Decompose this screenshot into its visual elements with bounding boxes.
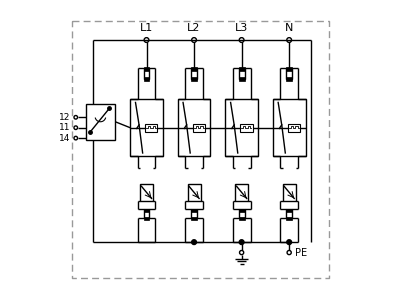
Bar (286, 77, 292, 81)
Text: PE: PE (294, 248, 307, 257)
Bar (239, 68, 244, 71)
Text: L1: L1 (140, 22, 153, 33)
Bar (235, 184, 248, 200)
Bar (130, 100, 163, 156)
Text: N: N (285, 22, 293, 33)
Bar (192, 124, 205, 132)
Bar (144, 77, 150, 81)
Bar (286, 218, 292, 220)
Bar (191, 209, 197, 212)
Bar (191, 68, 197, 79)
Bar (86, 104, 115, 140)
Bar (144, 218, 150, 220)
Bar (178, 100, 210, 156)
Text: 14: 14 (59, 134, 70, 142)
Bar (286, 209, 292, 212)
Bar (286, 68, 292, 71)
Bar (239, 218, 244, 220)
Bar (191, 68, 197, 71)
Bar (191, 218, 197, 220)
Bar (239, 209, 244, 218)
Text: 11: 11 (59, 123, 70, 132)
Bar (239, 209, 244, 212)
Bar (191, 209, 197, 218)
Bar (283, 184, 296, 200)
Bar (286, 209, 292, 218)
Bar (145, 124, 158, 132)
Bar (140, 184, 153, 200)
Bar (225, 100, 258, 156)
Text: L3: L3 (235, 22, 248, 33)
Text: 12: 12 (59, 113, 70, 122)
Circle shape (192, 240, 196, 244)
Circle shape (239, 240, 244, 244)
Bar (240, 124, 253, 132)
Bar (273, 100, 306, 156)
Bar (191, 77, 197, 81)
Bar (144, 68, 150, 71)
Bar (188, 184, 200, 200)
Bar (144, 68, 150, 79)
Bar (239, 77, 244, 81)
Text: L2: L2 (187, 22, 201, 33)
Bar (144, 209, 150, 218)
Bar (144, 209, 150, 212)
Bar (286, 68, 292, 79)
Circle shape (287, 240, 292, 244)
Bar (288, 124, 300, 132)
Bar (239, 68, 244, 79)
